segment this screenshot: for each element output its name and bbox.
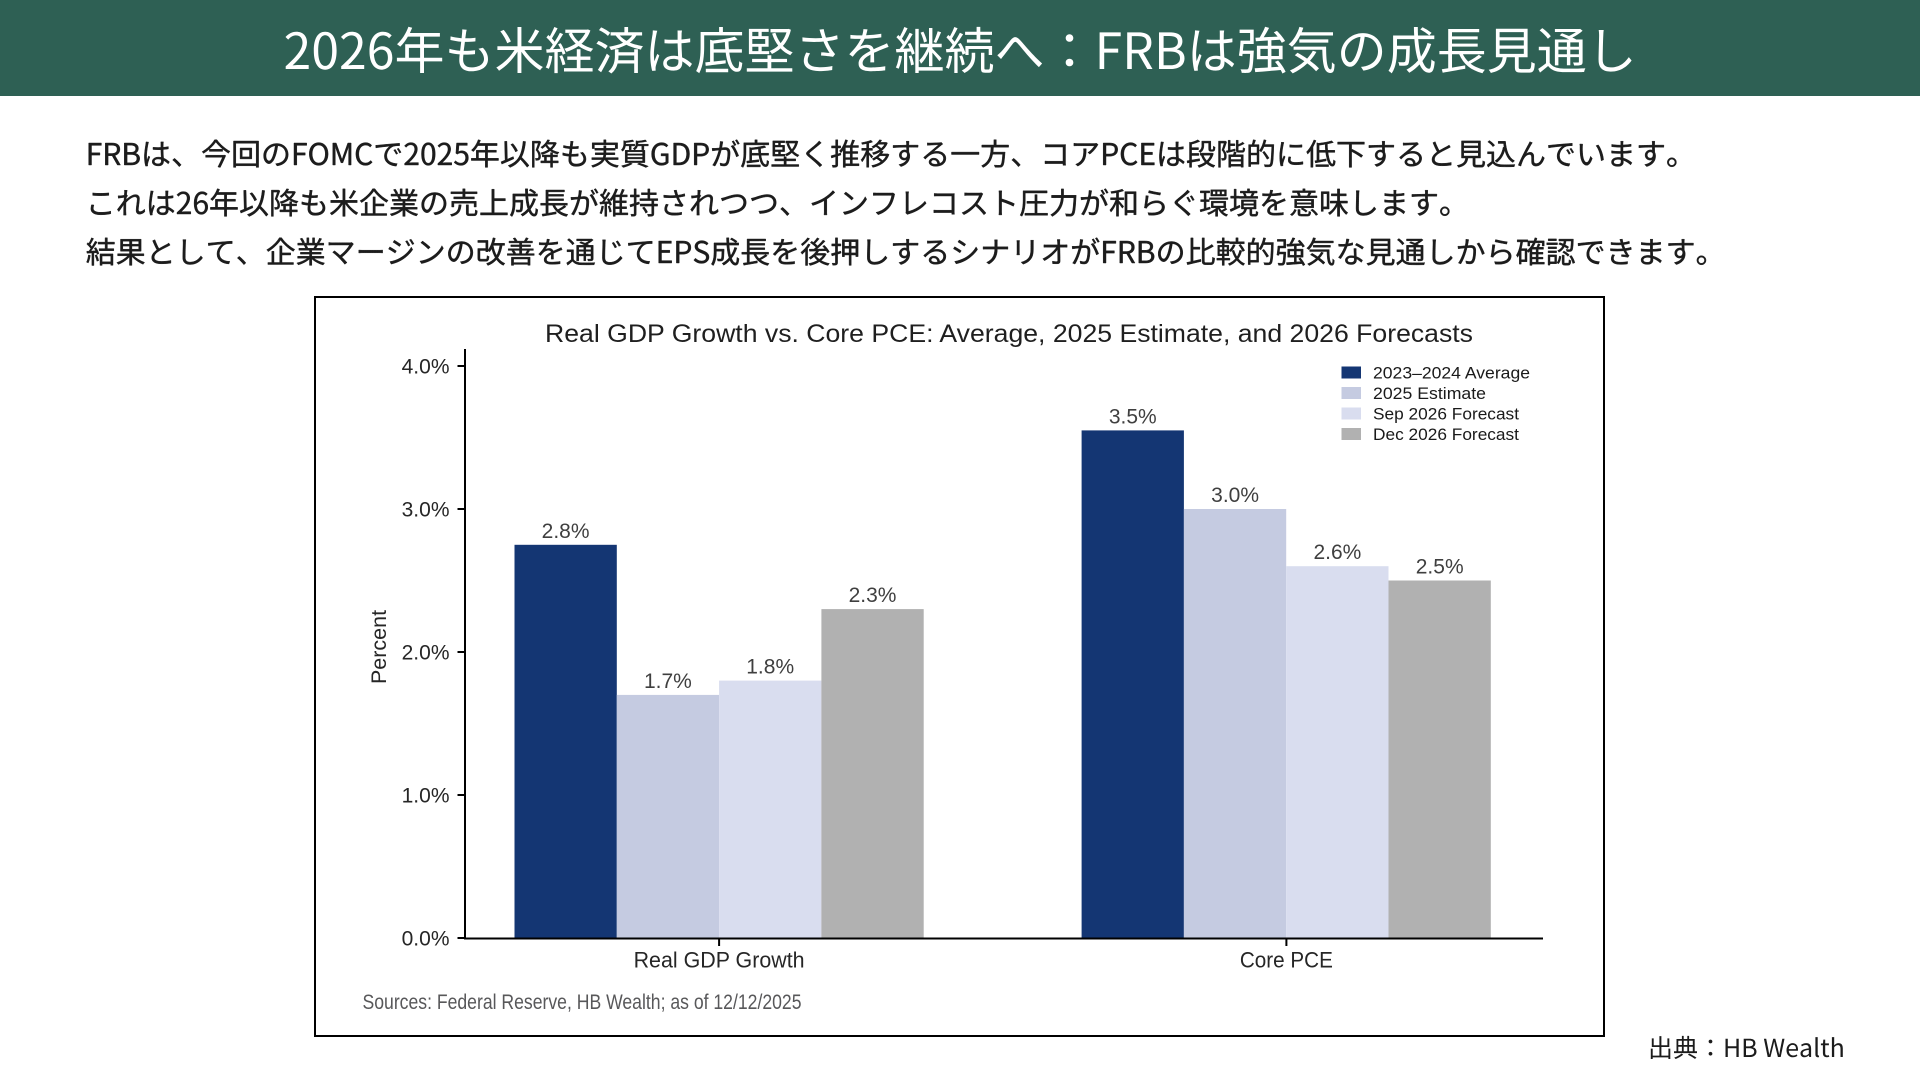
svg-text:Sources: Federal Reserve, HB W: Sources: Federal Reserve, HB Wealth; as … [363, 991, 802, 1014]
svg-text:Core PCE: Core PCE [1240, 948, 1333, 973]
svg-text:3.5%: 3.5% [1109, 405, 1157, 428]
svg-text:2.3%: 2.3% [849, 584, 897, 607]
svg-text:4.0%: 4.0% [402, 355, 450, 378]
svg-text:Real GDP Growth vs. Core PCE:: Real GDP Growth vs. Core PCE: Average, 2… [545, 320, 1473, 348]
svg-text:2.8%: 2.8% [542, 520, 590, 543]
svg-text:1.0%: 1.0% [402, 784, 450, 807]
svg-text:Real GDP Growth: Real GDP Growth [634, 948, 805, 973]
svg-text:2025 Estimate: 2025 Estimate [1373, 384, 1486, 403]
svg-text:Dec 2026 Forecast: Dec 2026 Forecast [1373, 425, 1519, 444]
svg-text:3.0%: 3.0% [1211, 484, 1259, 507]
svg-text:2.6%: 2.6% [1313, 541, 1361, 564]
svg-text:2.5%: 2.5% [1416, 556, 1464, 579]
svg-text:3.0%: 3.0% [402, 498, 450, 521]
svg-text:Percent: Percent [367, 610, 391, 684]
svg-text:2023–2024 Average: 2023–2024 Average [1373, 363, 1530, 382]
svg-text:0.0%: 0.0% [402, 927, 450, 950]
svg-text:2.0%: 2.0% [402, 641, 450, 664]
svg-text:1.8%: 1.8% [746, 656, 794, 679]
svg-text:1.7%: 1.7% [644, 670, 692, 693]
svg-text:Sep 2026 Forecast: Sep 2026 Forecast [1373, 404, 1519, 423]
